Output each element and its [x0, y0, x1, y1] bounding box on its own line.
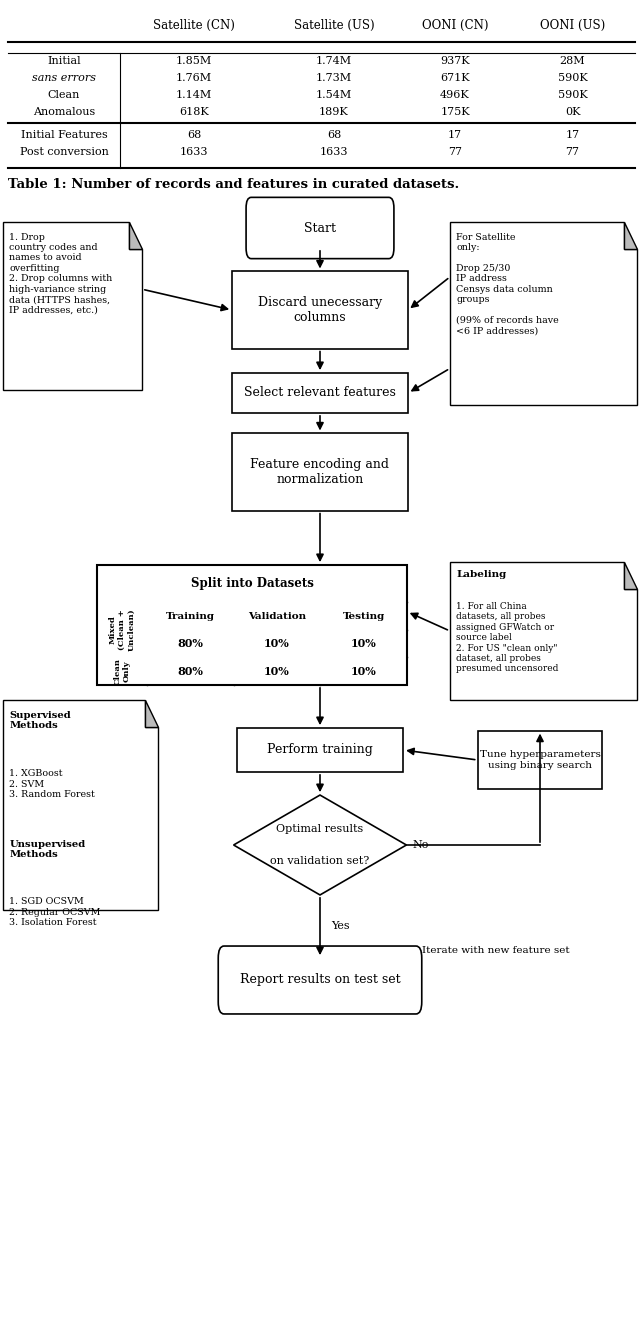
Text: 1.76M: 1.76M [176, 73, 212, 83]
Text: 590K: 590K [557, 91, 588, 100]
Polygon shape [145, 701, 158, 727]
Text: Report results on test set: Report results on test set [240, 974, 400, 987]
Text: 28M: 28M [560, 56, 586, 67]
FancyBboxPatch shape [477, 731, 602, 790]
Text: Iterate with new feature set: Iterate with new feature set [422, 946, 570, 955]
Text: 17: 17 [565, 131, 580, 140]
Text: 937K: 937K [440, 56, 470, 67]
Text: 10%: 10% [351, 666, 376, 677]
Text: OONI (US): OONI (US) [540, 19, 605, 32]
Polygon shape [3, 701, 158, 910]
Text: Testing: Testing [342, 611, 385, 621]
Text: 77: 77 [566, 147, 579, 157]
Text: Initial Features: Initial Features [20, 131, 108, 140]
Text: 1.85M: 1.85M [176, 56, 212, 67]
Text: Tune hyperparameters
using binary search: Tune hyperparameters using binary search [479, 750, 600, 770]
FancyBboxPatch shape [246, 197, 394, 258]
Text: 590K: 590K [557, 73, 588, 83]
Text: Satellite (US): Satellite (US) [294, 19, 374, 32]
Text: Discard unecessary
columns: Discard unecessary columns [258, 296, 382, 324]
Text: For Satellite
only:

Drop 25/30
IP address
Censys data column
groups

(99% of re: For Satellite only: Drop 25/30 IP addres… [456, 233, 559, 336]
Text: 1.74M: 1.74M [316, 56, 352, 67]
Text: Feature encoding and
normalization: Feature encoding and normalization [250, 458, 390, 486]
Text: 10%: 10% [351, 638, 376, 649]
Text: Clean
Only: Clean Only [113, 658, 131, 685]
Text: 0K: 0K [564, 107, 580, 117]
Polygon shape [624, 222, 637, 249]
Text: Satellite (CN): Satellite (CN) [153, 19, 235, 32]
Text: Post conversion: Post conversion [20, 147, 108, 157]
Text: 618K: 618K [179, 107, 209, 117]
FancyBboxPatch shape [232, 272, 408, 349]
Text: 1. For all China
datasets, all probes
assigned GFWatch or
source label
2. For US: 1. For all China datasets, all probes as… [456, 602, 559, 674]
FancyBboxPatch shape [97, 565, 407, 685]
Polygon shape [129, 222, 142, 249]
Text: sans errors: sans errors [32, 73, 96, 83]
Text: 1. XGBoost
2. SVM
3. Random Forest: 1. XGBoost 2. SVM 3. Random Forest [10, 770, 95, 799]
Polygon shape [450, 222, 637, 405]
FancyBboxPatch shape [237, 729, 403, 773]
Text: 1.14M: 1.14M [176, 91, 212, 100]
Text: 17: 17 [448, 131, 462, 140]
Text: 496K: 496K [440, 91, 470, 100]
Text: 10%: 10% [264, 638, 290, 649]
Text: 1633: 1633 [180, 147, 208, 157]
Text: Supervised
Methods: Supervised Methods [10, 711, 71, 730]
Text: Mixed
(Clean +
Unclean): Mixed (Clean + Unclean) [109, 609, 135, 651]
Text: Unsupervised
Methods: Unsupervised Methods [10, 840, 86, 859]
Text: 671K: 671K [440, 73, 470, 83]
Text: 68: 68 [327, 131, 341, 140]
Text: Split into Datasets: Split into Datasets [191, 577, 314, 590]
FancyBboxPatch shape [218, 946, 422, 1014]
Text: 1. Drop
country codes and
names to avoid
overfitting
2. Drop columns with
high-v: 1. Drop country codes and names to avoid… [10, 233, 113, 314]
Polygon shape [234, 795, 406, 895]
Text: Yes: Yes [332, 922, 350, 931]
Text: 77: 77 [448, 147, 462, 157]
Text: 68: 68 [187, 131, 201, 140]
Text: 189K: 189K [319, 107, 349, 117]
Polygon shape [3, 222, 142, 390]
Polygon shape [624, 562, 637, 589]
Text: 1.73M: 1.73M [316, 73, 352, 83]
Text: 1633: 1633 [320, 147, 348, 157]
Text: 1. SGD OCSVM
2. Regular OCSVM
3. Isolation Forest: 1. SGD OCSVM 2. Regular OCSVM 3. Isolati… [10, 898, 100, 927]
FancyBboxPatch shape [232, 433, 408, 510]
Text: 10%: 10% [264, 666, 290, 677]
Text: Optimal results: Optimal results [276, 825, 364, 834]
Text: Anomalous: Anomalous [33, 107, 95, 117]
Text: Initial: Initial [47, 56, 81, 67]
Text: on validation set?: on validation set? [270, 856, 370, 866]
Text: Labeling: Labeling [456, 570, 507, 579]
Text: Select relevant features: Select relevant features [244, 386, 396, 400]
Text: OONI (CN): OONI (CN) [422, 19, 488, 32]
Text: 1.54M: 1.54M [316, 91, 352, 100]
Text: Clean: Clean [48, 91, 80, 100]
FancyBboxPatch shape [232, 373, 408, 413]
Text: No: No [413, 840, 429, 850]
Text: 80%: 80% [177, 666, 204, 677]
Text: Perform training: Perform training [267, 743, 373, 757]
Text: 175K: 175K [440, 107, 470, 117]
Text: Table 1: Number of records and features in curated datasets.: Table 1: Number of records and features … [8, 178, 460, 190]
Text: Validation: Validation [248, 611, 306, 621]
Text: Start: Start [304, 221, 336, 234]
Text: 80%: 80% [177, 638, 204, 649]
Text: Training: Training [166, 611, 215, 621]
Polygon shape [450, 562, 637, 701]
